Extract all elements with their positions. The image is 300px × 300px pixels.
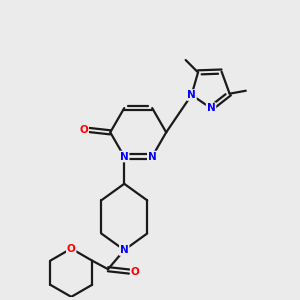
Text: N: N [187,90,196,100]
Text: O: O [80,125,88,135]
Text: N: N [120,152,129,162]
Text: N: N [120,245,129,255]
Text: O: O [131,266,140,277]
Text: N: N [207,103,215,113]
Text: O: O [67,244,76,254]
Text: N: N [148,152,157,162]
